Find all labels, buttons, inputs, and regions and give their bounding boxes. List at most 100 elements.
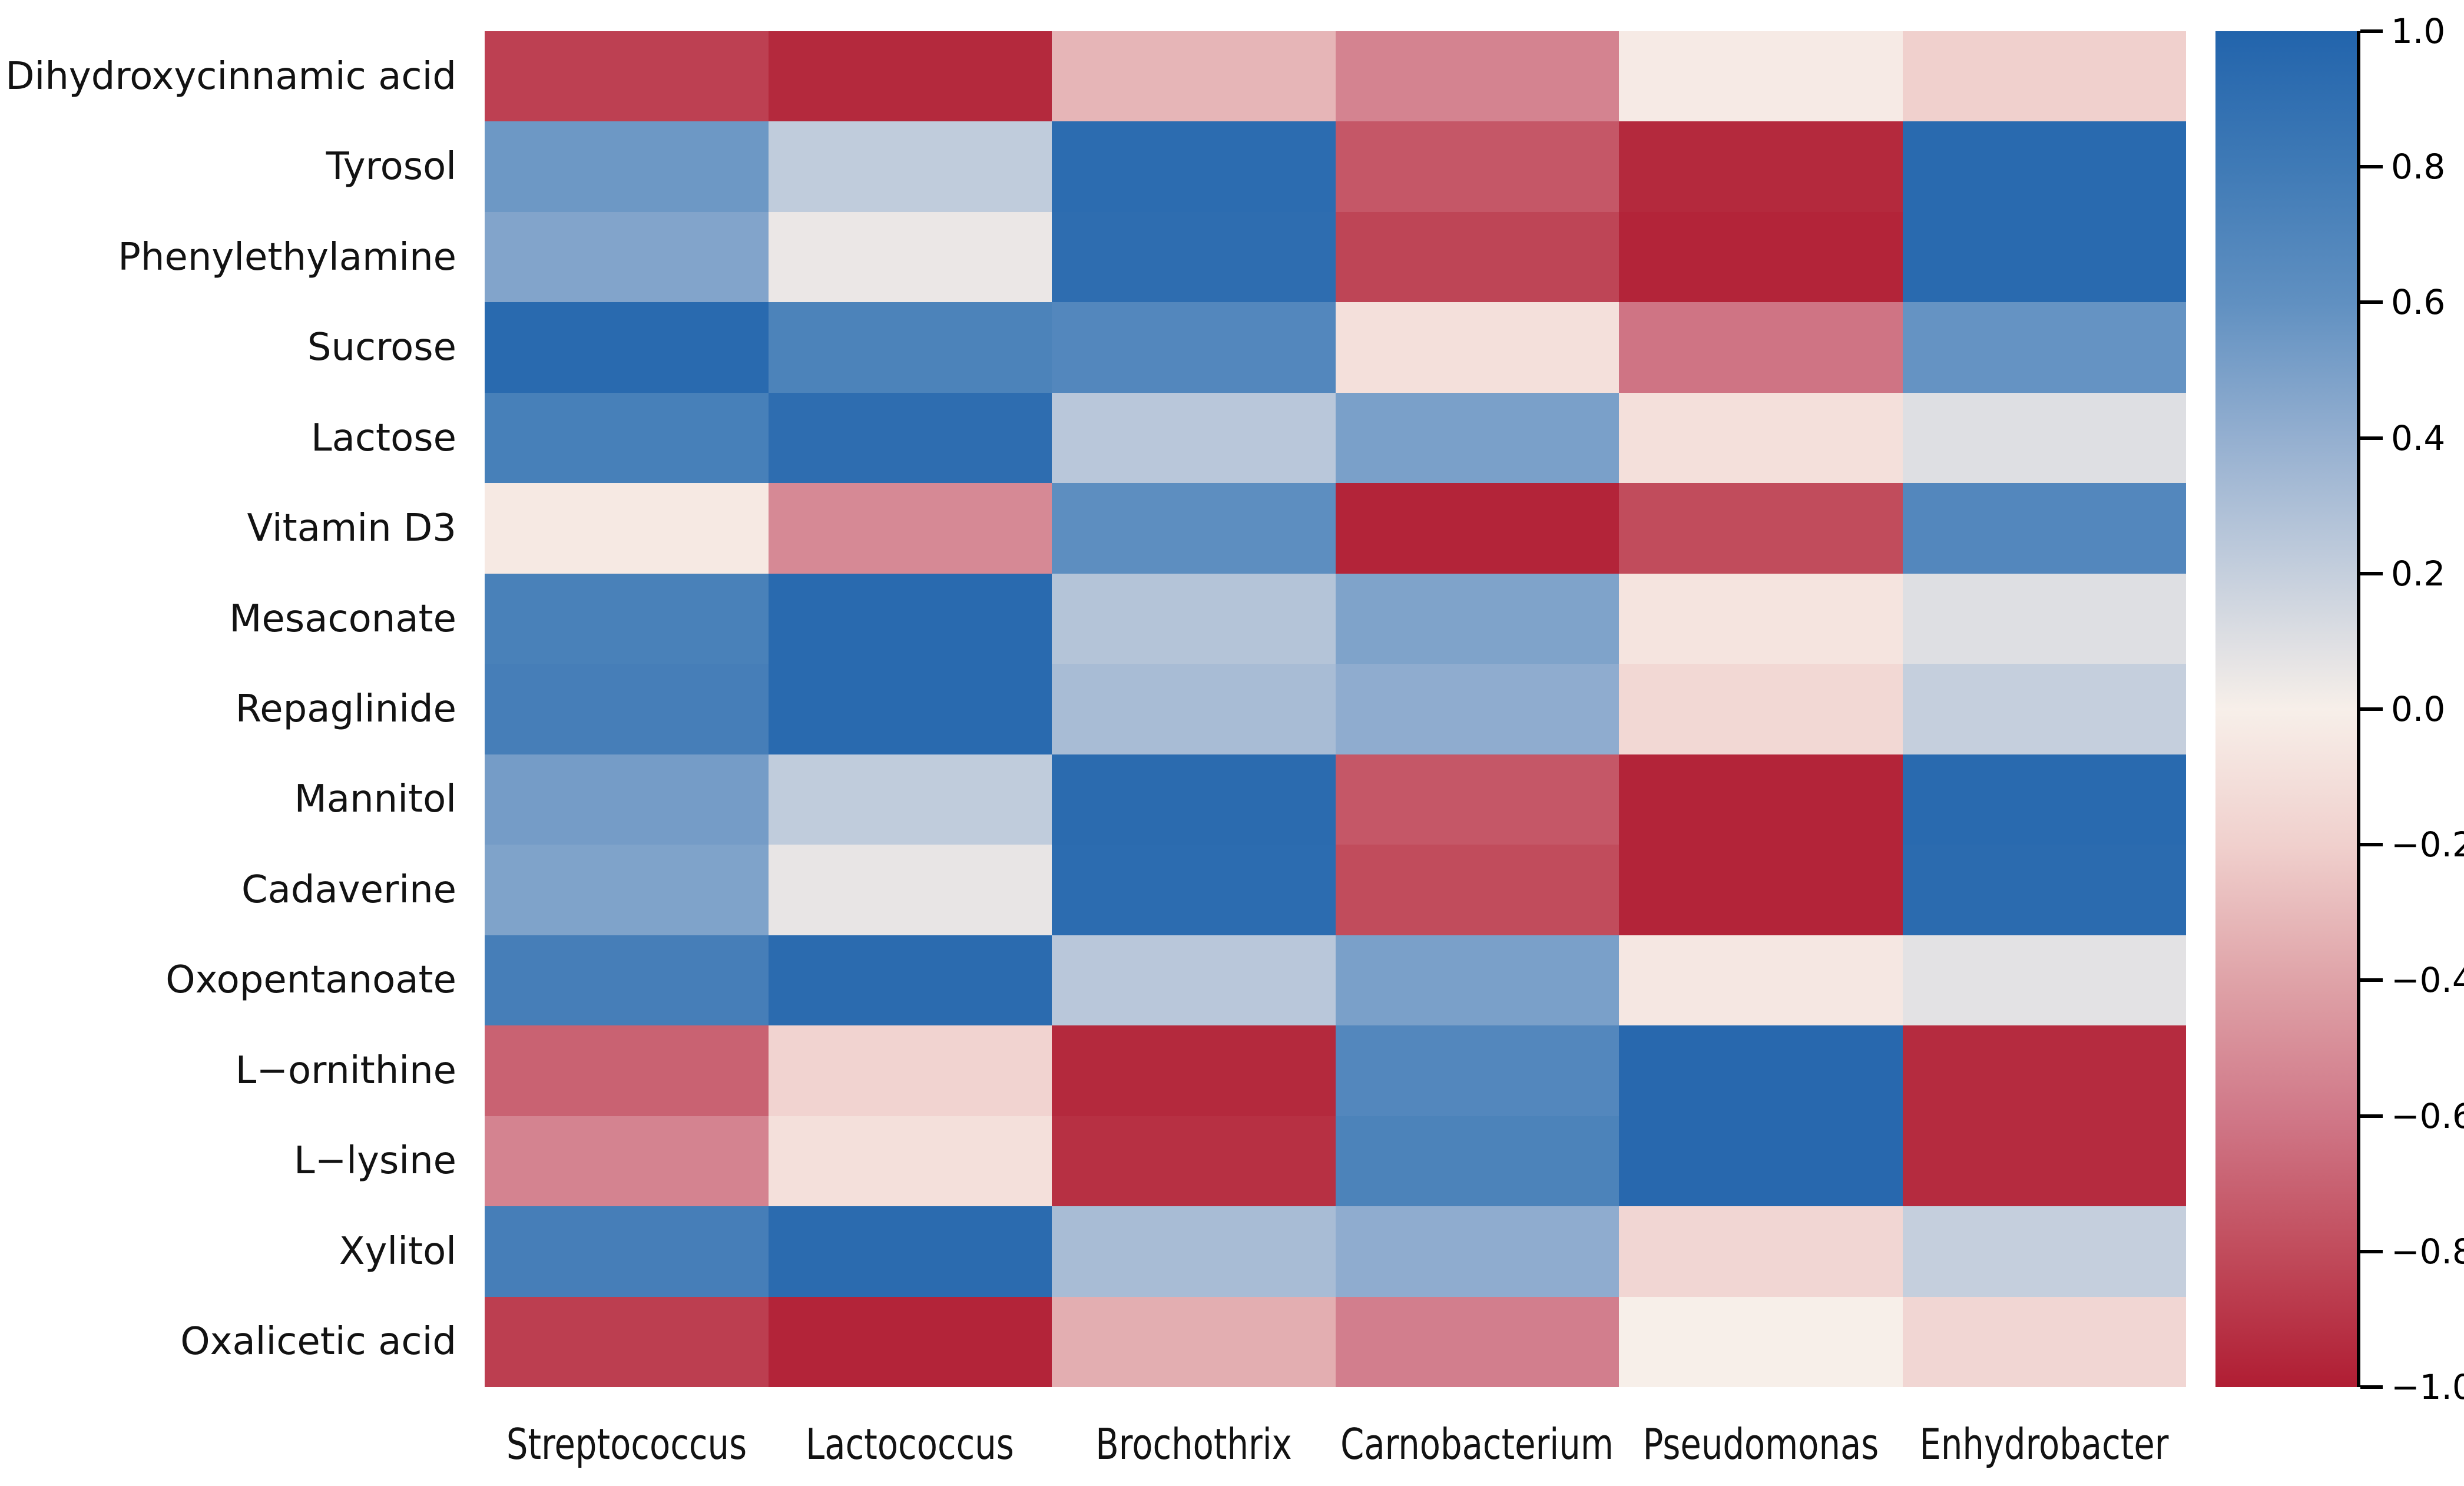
- heatmap-cell: [1052, 573, 1336, 664]
- row-label: Oxalicetic acid: [180, 1320, 456, 1364]
- heatmap-cell: [1052, 1206, 1336, 1297]
- heatmap-cell: [1335, 31, 1619, 122]
- heatmap-cell: [485, 1206, 769, 1297]
- colorbar-tick: [2360, 978, 2383, 982]
- row-label: Dihydroxycinnamic acid: [5, 54, 456, 98]
- colorbar-tick-label: 0.0: [2391, 689, 2446, 729]
- heatmap-cell: [485, 1296, 769, 1387]
- heatmap-cell: [1619, 302, 1903, 393]
- heatmap-cell: [1052, 845, 1336, 935]
- heatmap-cell: [1619, 1296, 1903, 1387]
- heatmap-cell: [1902, 1296, 2186, 1387]
- colorbar: 1.0 0.8 0.6 0.4 0.2 0.0 −0.2 −0.4 −0.6 −0.8 −1.0: [2215, 14, 2464, 1404]
- heatmap-cell: [768, 1296, 1052, 1387]
- row-label: Oxopentanoate: [165, 958, 456, 1002]
- heatmap-cell: [1052, 121, 1336, 212]
- colorbar-tick: [2360, 1114, 2383, 1118]
- heatmap-cell: [1335, 573, 1619, 664]
- heatmap-cell: [1902, 935, 2186, 1026]
- heatmap-cell: [1619, 573, 1903, 664]
- colorbar-tick-label: −0.2: [2391, 825, 2464, 865]
- heatmap-cell: [1335, 392, 1619, 484]
- heatmap-cell: [768, 302, 1052, 393]
- heatmap-cell: [1902, 1025, 2186, 1116]
- colorbar-tick: [2360, 300, 2383, 305]
- heatmap-cell: [1619, 935, 1903, 1026]
- row-label: Sucrose: [307, 326, 456, 370]
- colorbar-tick: [2360, 571, 2383, 575]
- colorbar-tick-label: 0.8: [2391, 147, 2446, 187]
- colorbar-tick-label: 0.6: [2391, 282, 2446, 323]
- heatmap-cell: [1335, 211, 1619, 303]
- heatmap-cell: [485, 935, 769, 1026]
- heatmap-cell: [1052, 31, 1336, 122]
- heatmap-cell: [1902, 1116, 2186, 1207]
- heatmap-cell: [1335, 1296, 1619, 1387]
- colorbar-tick-label: −0.8: [2391, 1231, 2464, 1272]
- heatmap-cell: [1619, 664, 1903, 754]
- heatmap-cell: [1052, 211, 1336, 303]
- colorbar-tick: [2360, 1249, 2383, 1253]
- heatmap-cell: [1619, 1116, 1903, 1207]
- heatmap-cell: [1052, 302, 1336, 393]
- heatmap-cell: [768, 483, 1052, 574]
- row-label: L−ornithine: [235, 1048, 456, 1093]
- heatmap-cell: [1335, 1116, 1619, 1207]
- row-label: Repaglinide: [235, 687, 456, 731]
- heatmap-cell: [1902, 121, 2186, 212]
- heatmap-cell: [1619, 754, 1903, 845]
- heatmap-cell: [1335, 845, 1619, 935]
- colorbar-tick: [2360, 843, 2383, 847]
- heatmap-cell: [768, 664, 1052, 754]
- heatmap-cell: [1902, 845, 2186, 935]
- heatmap-cell: [1902, 31, 2186, 122]
- heatmap-cell: [1902, 1206, 2186, 1297]
- heatmap-grid: [485, 31, 2186, 1387]
- row-label: Mannitol: [294, 777, 456, 822]
- heatmap-cell: [1902, 483, 2186, 574]
- heatmap-cell: [768, 211, 1052, 303]
- heatmap-cell: [768, 392, 1052, 484]
- heatmap-cell: [1619, 483, 1903, 574]
- heatmap-cell: [1052, 1025, 1336, 1116]
- heatmap-cell: [485, 392, 769, 484]
- colorbar-tick: [2360, 436, 2383, 440]
- heatmap-cell: [485, 302, 769, 393]
- heatmap-cell: [1902, 664, 2186, 754]
- column-label: Enhydrobacter: [1919, 1419, 2169, 1469]
- column-label: Pseudomonas: [1642, 1419, 1879, 1469]
- heatmap-cell: [1335, 935, 1619, 1026]
- row-label: Lactose: [310, 416, 456, 460]
- column-label: Brochothrix: [1095, 1419, 1292, 1469]
- heatmap-cell: [485, 211, 769, 303]
- colorbar-tick-label: −0.4: [2391, 960, 2464, 1001]
- y-axis-labels: Dihydroxycinnamic acid Tyrosol Phenylethyl…: [0, 31, 456, 1387]
- x-axis-labels: Streptococcus Lactococcus Brochothrix Carno…: [485, 1418, 2186, 1483]
- heatmap-cell: [485, 664, 769, 754]
- heatmap-cell: [485, 754, 769, 845]
- heatmap-cell: [1335, 1025, 1619, 1116]
- heatmap-cell: [768, 845, 1052, 935]
- heatmap-cell: [768, 754, 1052, 845]
- heatmap-cell: [1619, 1206, 1903, 1297]
- heatmap-cell: [485, 845, 769, 935]
- heatmap-cell: [1902, 754, 2186, 845]
- heatmap-cell: [768, 31, 1052, 122]
- row-label: Xylitol: [339, 1229, 456, 1273]
- heatmap-cell: [1335, 664, 1619, 754]
- column-label: Lactococcus: [806, 1419, 1015, 1469]
- heatmap-cell: [485, 483, 769, 574]
- row-label: Tyrosol: [326, 145, 456, 189]
- colorbar-tick: [2360, 1385, 2383, 1389]
- row-label: L−lysine: [294, 1139, 456, 1183]
- heatmap-cell: [768, 1206, 1052, 1297]
- heatmap-cell: [485, 573, 769, 664]
- heatmap-cell: [485, 1025, 769, 1116]
- heatmap-cell: [485, 31, 769, 122]
- heatmap-cell: [1052, 1296, 1336, 1387]
- colorbar-tick: [2360, 29, 2383, 33]
- row-label: Phenylethylamine: [118, 235, 456, 279]
- colorbar-tick-label: 0.2: [2391, 553, 2446, 594]
- column-label: Carnobacterium: [1340, 1419, 1614, 1469]
